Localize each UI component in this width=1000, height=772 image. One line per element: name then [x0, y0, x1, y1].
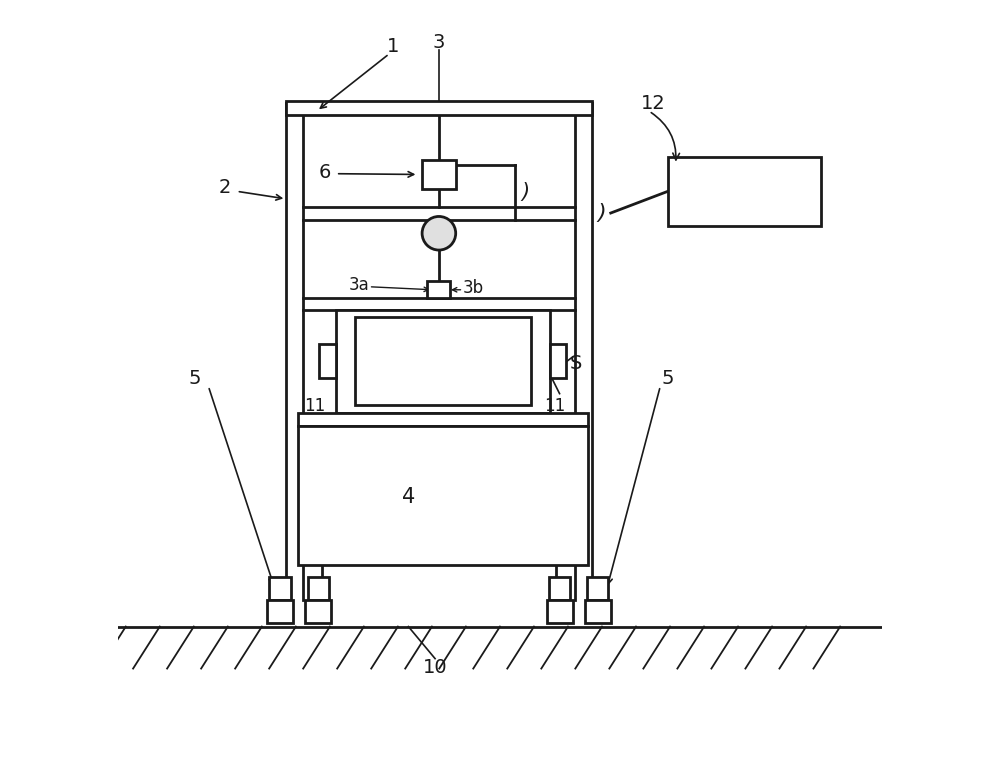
- Bar: [336, 310, 550, 413]
- Text: ): ): [521, 182, 530, 202]
- Bar: [547, 600, 573, 623]
- Text: 5: 5: [662, 369, 674, 388]
- Bar: [308, 577, 329, 600]
- Bar: [427, 281, 450, 298]
- Bar: [305, 600, 331, 623]
- Text: 3a: 3a: [348, 276, 369, 294]
- Text: 5: 5: [188, 369, 201, 388]
- Text: 11: 11: [304, 397, 325, 415]
- Bar: [668, 157, 821, 225]
- Bar: [585, 600, 611, 623]
- Text: 12: 12: [641, 94, 666, 113]
- Text: 2: 2: [219, 178, 231, 197]
- Bar: [269, 577, 291, 600]
- Bar: [298, 426, 588, 565]
- Bar: [549, 577, 570, 600]
- Bar: [286, 101, 592, 115]
- Bar: [319, 344, 336, 378]
- FancyArrowPatch shape: [651, 113, 679, 160]
- Bar: [267, 600, 293, 623]
- Bar: [550, 344, 566, 378]
- Bar: [355, 317, 531, 405]
- Text: 10: 10: [423, 658, 447, 676]
- Text: 6: 6: [318, 163, 331, 181]
- Text: 11: 11: [544, 397, 566, 415]
- Text: 3b: 3b: [463, 279, 484, 297]
- Circle shape: [422, 216, 456, 250]
- Text: 4: 4: [402, 486, 415, 506]
- Text: 1: 1: [387, 36, 399, 56]
- Text: S: S: [570, 354, 583, 373]
- Bar: [298, 413, 588, 426]
- Text: 3: 3: [433, 33, 445, 52]
- Bar: [587, 577, 608, 600]
- Bar: [422, 160, 456, 189]
- Text: ): ): [597, 203, 606, 223]
